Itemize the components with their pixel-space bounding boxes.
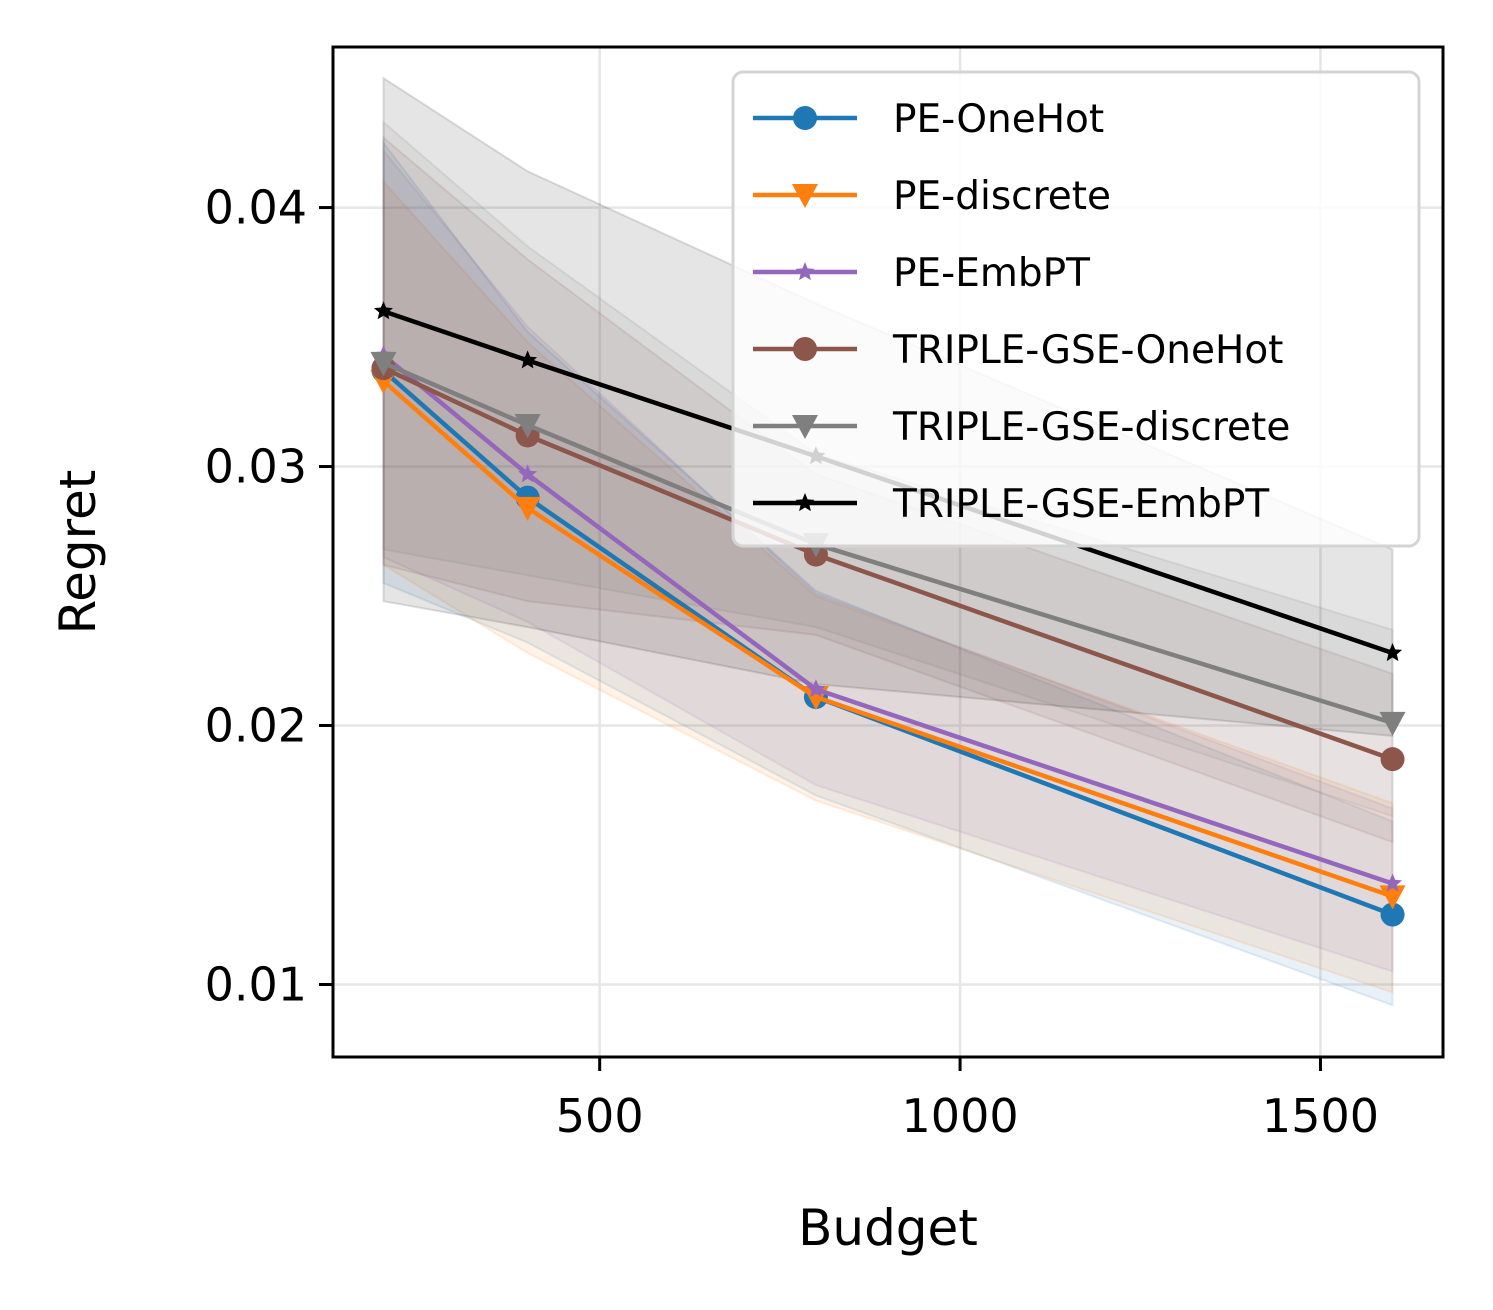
- series-lines: [370, 301, 1406, 927]
- legend-frame: [731, 70, 1421, 548]
- x-axis-label: Budget: [798, 1199, 978, 1257]
- legend-label: PE-discrete: [893, 174, 1111, 219]
- data-point-pe-discrete: [514, 496, 541, 521]
- legend-item: TRIPLE-GSE-OneHot: [753, 328, 1283, 373]
- data-point-triple-gse-discrete: [514, 414, 541, 439]
- legend-marker: [795, 262, 815, 281]
- band-triple-gse-onehot: [382, 135, 1394, 844]
- data-point-pe-embpt: [806, 679, 826, 698]
- series-line-triple-gse-onehot: [382, 366, 1394, 762]
- data-point-triple-gse-embpt: [1383, 643, 1403, 662]
- series-line-pe-discrete: [382, 379, 1394, 899]
- legend-marker: [795, 493, 815, 512]
- series-line-triple-gse-embpt: [382, 309, 1394, 656]
- band-pe-embpt: [382, 147, 1394, 973]
- data-point-triple-gse-discrete: [1379, 711, 1406, 736]
- legend-label: TRIPLE-GSE-OneHot: [892, 328, 1283, 373]
- legend-marker: [793, 337, 817, 361]
- axis-ticks: 500 1000 1500 0.01 0.02 0.03 0.04: [205, 181, 1379, 1143]
- plot-area-frame: [331, 45, 1445, 1059]
- y-tick-label: 0.01: [205, 957, 307, 1011]
- x-tick-label: 1000: [902, 1089, 1019, 1143]
- y-axis-label: Regret: [49, 470, 107, 635]
- band-pe-onehot: [382, 139, 1394, 1007]
- legend-item: TRIPLE-GSE-EmbPT: [753, 482, 1269, 527]
- data-point-triple-gse-onehot: [1380, 747, 1405, 772]
- legend-marker: [792, 183, 818, 208]
- legend-label: PE-EmbPT: [893, 251, 1090, 296]
- data-point-pe-embpt: [518, 464, 538, 483]
- data-point-pe-discrete: [1379, 885, 1406, 910]
- data-point-triple-gse-embpt: [518, 350, 538, 369]
- legend-item: PE-OneHot: [753, 97, 1104, 142]
- data-point-triple-gse-embpt: [373, 301, 393, 320]
- data-point-triple-gse-discrete: [370, 351, 397, 376]
- legend-label: TRIPLE-GSE-EmbPT: [892, 482, 1269, 527]
- legend-marker: [793, 106, 817, 130]
- legend-item: PE-discrete: [753, 174, 1111, 219]
- legend: PE-OneHot PE-discrete PE-EmbPT TRIPLE-GSE-O…: [731, 70, 1421, 548]
- data-point-pe-embpt: [1383, 873, 1403, 892]
- legend-item: PE-EmbPT: [753, 251, 1090, 296]
- x-tick-label: 500: [556, 1089, 644, 1143]
- y-tick-label: 0.02: [205, 699, 307, 753]
- series-line-triple-gse-discrete: [382, 360, 1394, 726]
- series-line-pe-onehot: [382, 369, 1394, 917]
- data-point-pe-onehot: [1380, 902, 1405, 927]
- legend-label: TRIPLE-GSE-discrete: [892, 405, 1290, 450]
- x-tick-label: 1500: [1262, 1089, 1379, 1143]
- series-line-pe-embpt: [382, 353, 1394, 886]
- legend-label: PE-OneHot: [893, 97, 1104, 142]
- legend-item: TRIPLE-GSE-discrete: [753, 405, 1290, 450]
- legend-marker: [792, 414, 818, 439]
- band-pe-discrete: [382, 179, 1394, 994]
- y-tick-label: 0.03: [205, 440, 307, 494]
- y-tick-label: 0.04: [205, 181, 307, 235]
